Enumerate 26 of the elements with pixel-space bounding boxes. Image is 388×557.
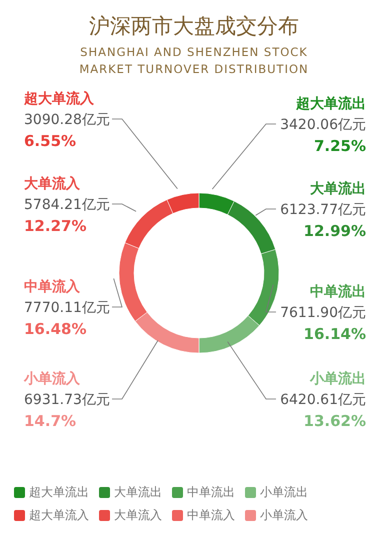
chart-subtitle: SHANGHAI AND SHENZHEN STOCK MARKET TURNOVER DISTRIBUTION <box>78 44 310 78</box>
legend-label: 大单流出 <box>114 484 162 501</box>
slice-label: 中单流出 <box>310 283 366 300</box>
slice-label: 超大单流出 <box>295 95 366 112</box>
data-label: 6420.61亿元 13.62% <box>280 392 366 430</box>
legend-label: 中单流出 <box>187 484 235 501</box>
data-label: 3090.28亿元 6.55% <box>24 112 110 150</box>
data-label: 6123.77亿元 12.99% <box>280 202 366 240</box>
slice-label: 大单流入 <box>24 175 81 192</box>
slice-label: 超大单流入 <box>23 90 95 107</box>
slice-label: 中单流入 <box>24 278 81 295</box>
data-label: 7770.11亿元 16.48% <box>24 300 110 338</box>
legend-label: 超大单流入 <box>29 507 89 524</box>
slice-label: 小单流入 <box>23 370 81 387</box>
data-label: 5784.21亿元 12.27% <box>24 197 110 235</box>
legend-label: 小单流出 <box>260 484 308 501</box>
slice-label: 小单流出 <box>309 370 366 387</box>
slice-label: 大单流出 <box>310 180 366 197</box>
legend-label: 小单流入 <box>260 507 308 524</box>
data-label: 7611.90亿元 16.14% <box>280 305 366 343</box>
legend-label: 中单流入 <box>187 507 235 524</box>
chart-title: 沪深两市大盘成交分布 <box>88 13 300 40</box>
legend-label: 大单流入 <box>114 507 162 524</box>
data-label: 6931.73亿元 14.7% <box>24 392 110 430</box>
legend-label: 超大单流出 <box>29 484 89 501</box>
data-label: 3420.06亿元 7.25% <box>280 117 366 155</box>
